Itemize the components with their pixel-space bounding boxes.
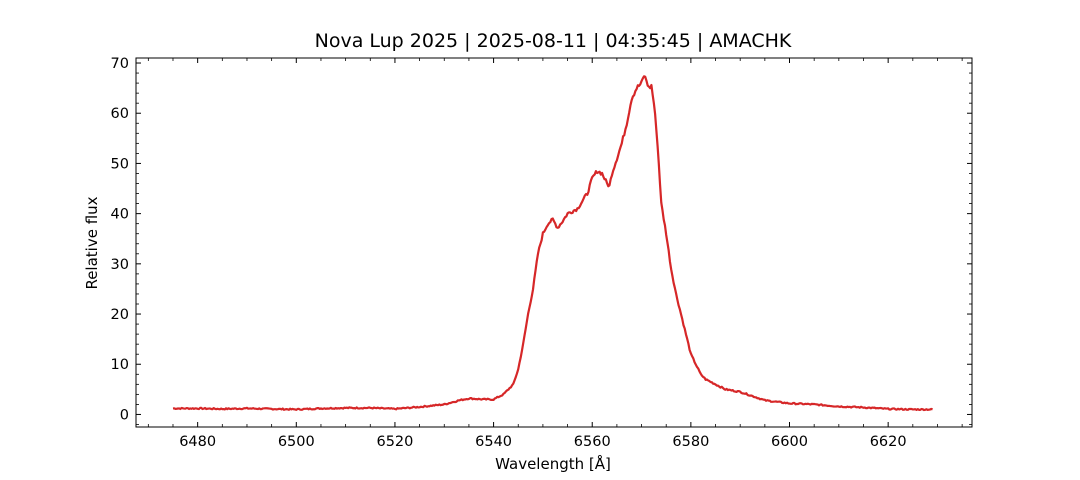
y-tick-label: 0 [120,407,129,423]
x-tick-label: 6520 [376,434,413,450]
x-tick-label: 6560 [574,434,611,450]
y-tick-label: 30 [111,257,129,273]
y-tick-label: 60 [111,106,129,122]
plot-frame [135,57,973,428]
x-tick-label: 6620 [870,434,907,450]
y-axis-label: Relative flux [83,196,101,289]
y-tick-label: 20 [111,307,129,323]
y-tick-label: 70 [111,56,129,72]
x-tick-label: 6480 [179,434,216,450]
chart-title: Nova Lup 2025 | 2025-08-11 | 04:35:45 | … [315,30,792,52]
plot-area: 6480 6500 6520 6540 6560 6580 6600 6620 0 10 20 30 4… [111,56,973,450]
y-tick-label: 40 [111,207,129,223]
x-tick-label: 6540 [475,434,512,450]
y-tick-label: 50 [111,156,129,172]
x-tick-label: 6580 [672,434,709,450]
series-line-0 [172,75,933,412]
y-tick-label: 10 [111,357,129,373]
x-tick-label: 6600 [771,434,808,450]
x-axis-label: Wavelength [Å] [495,454,611,473]
x-tick-label: 6500 [278,434,315,450]
